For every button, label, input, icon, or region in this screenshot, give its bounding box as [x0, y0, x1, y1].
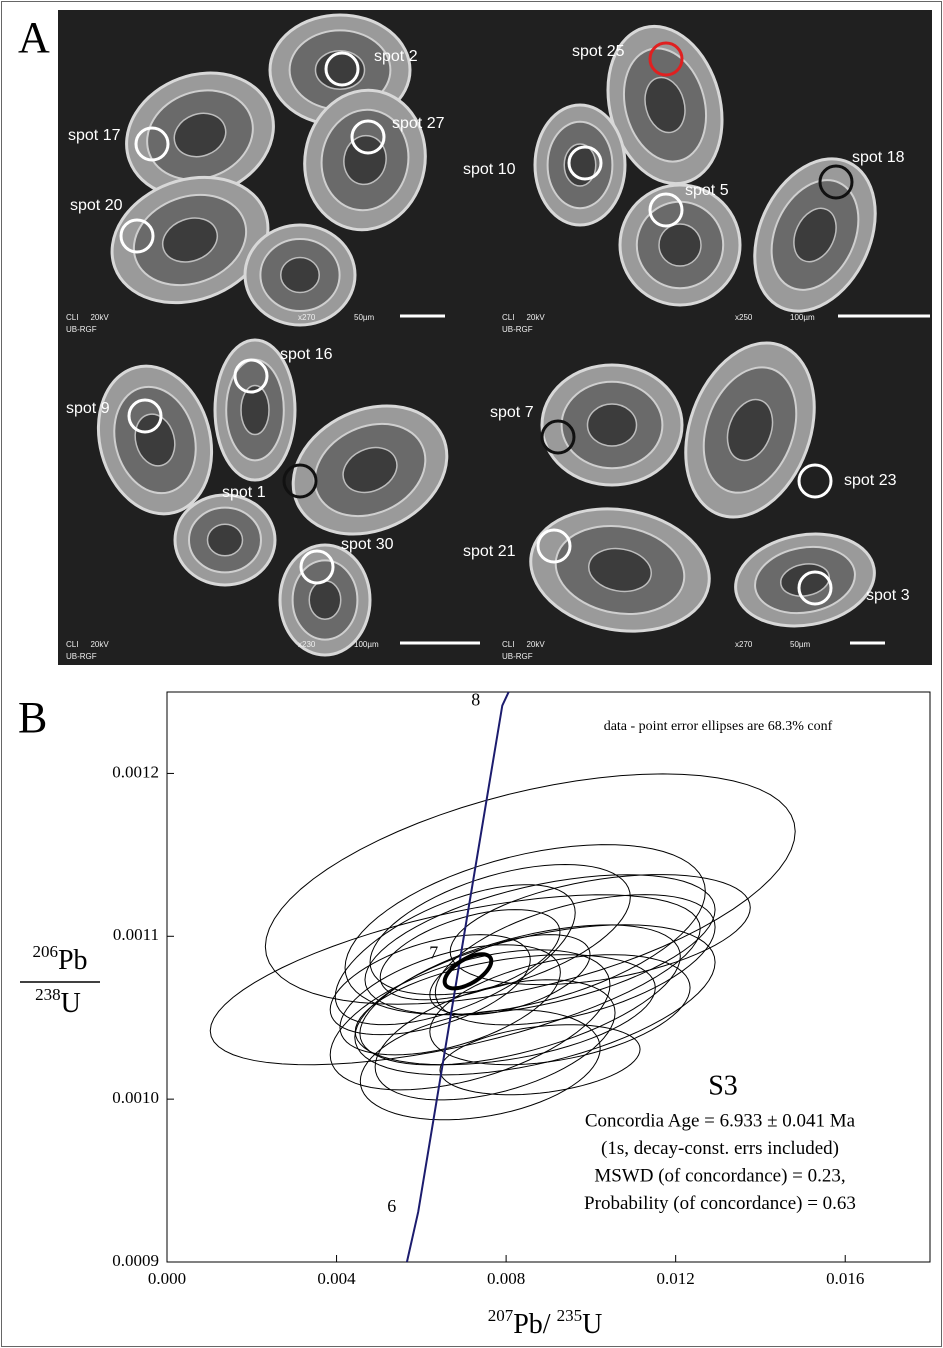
caption-magnification: x270: [735, 640, 753, 649]
caption-lab: UB-RGF: [66, 325, 97, 334]
spot-label: spot 20: [70, 197, 123, 214]
spot-label: spot 27: [392, 115, 445, 132]
spot-label: spot 30: [341, 536, 394, 553]
label-part: 20kV: [526, 640, 545, 649]
spot-label: spot 25: [572, 43, 625, 60]
grain-core: [659, 224, 701, 266]
caption-magnification: x230: [298, 640, 316, 649]
label-part: CLI: [502, 313, 514, 322]
note: data - point error ellipses are 68.3% co…: [604, 719, 833, 734]
grain-core: [309, 581, 341, 620]
label-part: 235: [557, 1306, 583, 1325]
spot-label: spot 10: [463, 161, 516, 178]
label-part: Pb: [513, 1309, 543, 1340]
age-label: 6: [387, 1196, 396, 1216]
label-part: U: [582, 1309, 602, 1340]
concordia-curve: [407, 692, 509, 1262]
y-tick-label: 0.0012: [112, 762, 159, 781]
spot-label: spot 17: [68, 127, 121, 144]
caption-lab: UB-RGF: [66, 652, 97, 661]
grain-core: [281, 258, 320, 293]
caption-scale: 50µm: [790, 640, 811, 649]
caption-magnification: x270: [298, 313, 316, 322]
figure: A B spot 2spot 17spot 27spot 20spot 25sp…: [0, 0, 943, 1348]
y-tick-label: 0.0011: [113, 925, 159, 944]
spot-label: spot 9: [66, 400, 110, 417]
label-part: 20kV: [90, 640, 109, 649]
grain: [542, 365, 682, 485]
x-tick-label: 0.000: [148, 1269, 186, 1288]
grain: [535, 105, 625, 225]
x-tick-label: 0.008: [487, 1269, 525, 1288]
x-tick-label: 0.004: [317, 1269, 356, 1288]
y-tick-label: 0.0009: [112, 1251, 159, 1270]
page: { "panel_a": { "label": "A", "spots": [ …: [0, 0, 943, 1348]
y-axis-title-numerator: 206Pb: [32, 942, 87, 977]
label-part: CLI: [502, 640, 514, 649]
stats-line: Probability (of concordance) = 0.63: [584, 1193, 856, 1214]
error-ellipse: [440, 1025, 640, 1095]
spot-label: spot 5: [685, 182, 729, 199]
grain: [245, 225, 355, 325]
spot-label: spot 21: [463, 543, 516, 560]
caption-magnification: x250: [735, 313, 753, 322]
label-part: U: [61, 988, 81, 1019]
spot-label: spot 2: [374, 48, 418, 65]
x-tick-label: 0.016: [826, 1269, 864, 1288]
caption-lab: UB-RGF: [502, 325, 533, 334]
x-axis-title: 207Pb/ 235U: [488, 1306, 603, 1341]
grain-core: [588, 404, 637, 446]
stats-line: MSWD (of concordance) = 0.23,: [594, 1165, 845, 1186]
caption-scale: 50µm: [354, 313, 375, 322]
panel-label: A: [18, 13, 50, 62]
spot-label: spot 7: [490, 404, 534, 421]
y-axis-title-denominator: 238U: [35, 985, 81, 1020]
error-ellipse: [375, 980, 615, 1100]
caption-lab: UB-RGF: [502, 652, 533, 661]
label-part: 20kV: [90, 313, 109, 322]
label-part: 206: [32, 942, 58, 961]
spot-label: spot 1: [222, 484, 266, 501]
y-tick-label: 0.0010: [112, 1088, 159, 1107]
sample-name: S3: [708, 1070, 738, 1101]
spot-label: spot 3: [866, 587, 910, 604]
grain: [280, 545, 370, 655]
x-tick-label: 0.012: [657, 1269, 695, 1288]
spot-label: spot 23: [844, 472, 897, 489]
label-part: /: [543, 1309, 551, 1340]
caption-scale: 100µm: [354, 640, 379, 649]
panel-label: B: [18, 693, 47, 742]
label-part: CLI: [66, 313, 78, 322]
grain: [175, 495, 275, 585]
label-part: 207: [488, 1306, 514, 1325]
spot-label: spot 16: [280, 346, 333, 363]
caption-scale: 100µm: [790, 313, 815, 322]
grain-core: [208, 524, 243, 556]
stats-line: Concordia Age = 6.933 ± 0.041 Ma: [585, 1110, 856, 1131]
error-ellipse: [360, 1010, 600, 1120]
label-part: 238: [35, 985, 61, 1004]
label-part: 20kV: [526, 313, 545, 322]
age-label: 7: [429, 943, 438, 963]
spot-label: spot 18: [852, 149, 905, 166]
label-part: Pb: [58, 945, 88, 976]
age-label: 8: [471, 690, 480, 710]
stats-line: (1s, decay-const. errs included): [601, 1138, 839, 1159]
label-part: CLI: [66, 640, 78, 649]
